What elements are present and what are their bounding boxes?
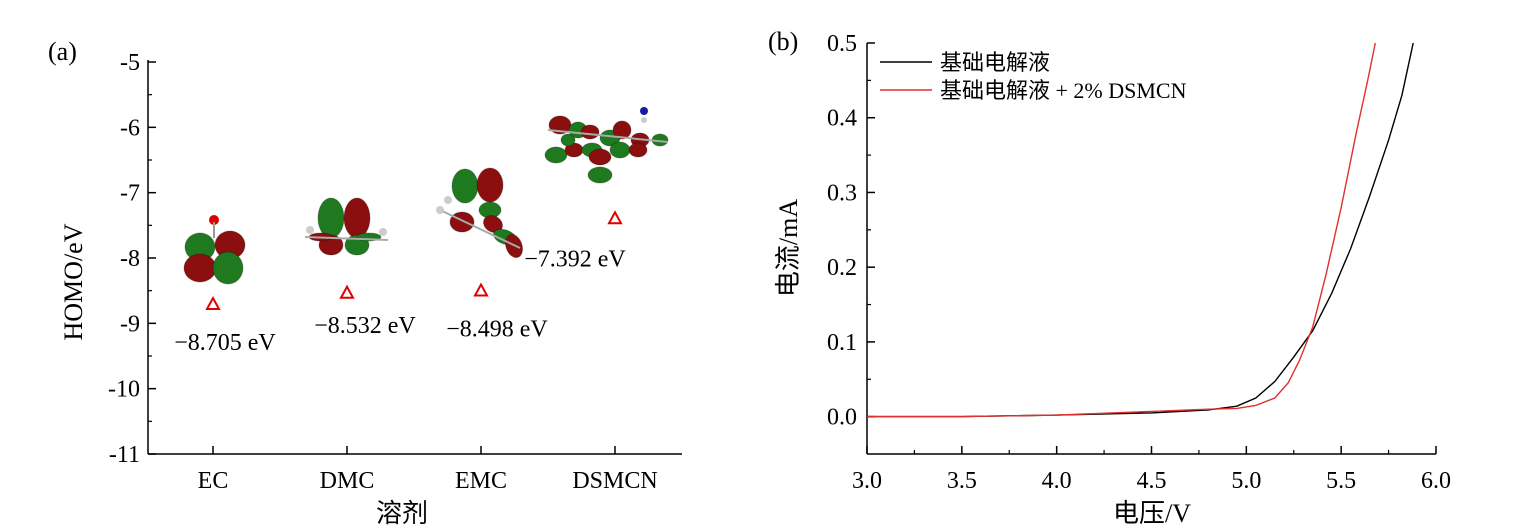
orbital-lobe [476,167,504,203]
orbital-image-ec [183,215,246,285]
panel-b-y-ticks: 0.0 0.1 0.2 0.3 0.4 0.5 [827,31,875,431]
y-tick-label: -6 [120,115,140,141]
homo-point-dmc [339,284,355,299]
atom [444,196,452,204]
x-tick-label-ec: EC [198,468,229,494]
homo-point-dsmcn [607,210,623,225]
panel-b-x-ticks: 3.0 3.5 4.0 4.5 5.0 5.5 6.0 [852,446,1451,494]
y-tick-label: -8 [120,246,140,272]
x-tick-label: 5.0 [1231,468,1261,494]
x-tick-label-dmc: DMC [320,468,375,494]
x-tick-label: 3.5 [947,468,977,494]
bond [547,129,669,143]
x-tick-label: 5.5 [1326,468,1356,494]
orbital-lobe [580,124,600,140]
y-tick-label: 0.5 [827,31,857,57]
y-tick-label: -5 [120,50,140,76]
orbital-lobe [317,197,345,239]
x-tick-label-dsmcn: DSMCN [572,468,657,494]
orbital-lobe [628,142,648,158]
orbital-image-emc [436,167,524,259]
orbital-lobe [482,214,504,234]
x-tick-label: 6.0 [1421,468,1451,494]
legend-label-series-2: 基础电解液 + 2% DSMCN [940,78,1187,103]
panel-b-label: (b) [768,27,798,56]
panel-a-label: (a) [48,37,77,66]
panel-b-legend: 基础电解液 基础电解液 + 2% DSMCN [880,50,1187,103]
panel-b: (b) 0.0 0.1 0.2 0.3 0.4 0.5 3.0 3.5 4.0 4.5 5.0 5.… [768,27,1451,528]
panel-a-orbital-images [183,107,669,285]
homo-point-emc [473,282,489,297]
x-tick-label: 4.0 [1042,468,1072,494]
legend-label-series-1: 基础电解液 [940,50,1050,75]
y-tick-label: -9 [120,311,140,337]
y-tick-label: 0.0 [827,405,857,431]
orbital-lobe [183,253,217,283]
orbital-lobe [587,166,613,184]
homo-value-label-dsmcn: −7.392 eV [524,246,626,272]
x-tick-label-emc: EMC [455,468,507,494]
x-tick-label: 3.0 [852,468,882,494]
bond [304,236,389,241]
orbital-lobe [343,197,371,239]
homo-point-ec [205,295,221,311]
orbital-image-dsmcn [544,107,669,184]
y-tick-label: 0.2 [827,255,857,281]
series-line-2 [867,42,1376,418]
atom [640,107,648,115]
panel-a-x-ticks: EC DMC EMC DSMCN [198,446,658,494]
bond [439,209,521,249]
y-tick-label: -11 [109,442,140,468]
orbital-lobe [544,146,568,164]
orbital-lobe [588,148,612,166]
y-tick-label: 0.1 [827,330,857,356]
atom [641,117,647,123]
homo-value-label-ec: −8.705 eV [174,330,276,356]
y-tick-label: -10 [108,377,140,403]
orbital-image-dmc [304,197,389,256]
y-tick-label: 0.4 [827,106,857,132]
panel-b-y-label: 电流/mA [774,199,803,297]
panel-a: (a) -5 -6 -7 -8 -9 -10 -11 EC DMC EMC DSMCN −8.70… [48,37,682,528]
orbital-lobe [560,133,576,147]
y-tick-label: -7 [120,181,140,207]
orbital-lobe [612,120,632,140]
orbital-lobe [609,141,631,159]
atom [306,226,314,234]
orbital-lobe [451,168,479,204]
atom [209,215,219,225]
panel-a-points: −8.705 eV −8.532 eV −8.498 eV −7.392 eV [174,210,626,356]
series-line-1 [867,42,1414,418]
orbital-lobe [449,211,475,233]
atom [379,228,387,236]
orbital-lobe [212,251,244,285]
homo-value-label-emc: −8.498 eV [446,317,548,343]
atom [436,206,444,214]
y-tick-label: 0.3 [827,180,857,206]
panel-b-series-lines [867,42,1414,418]
panel-a-x-label: 溶剂 [376,499,428,528]
panel-b-x-label: 电压/V [1113,499,1191,528]
homo-value-label-dmc: −8.532 eV [314,313,416,339]
x-tick-label: 4.5 [1137,468,1167,494]
panel-a-y-ticks: -5 -6 -7 -8 -9 -10 -11 [108,50,156,468]
panel-a-y-label: HOMO/eV [59,223,88,340]
